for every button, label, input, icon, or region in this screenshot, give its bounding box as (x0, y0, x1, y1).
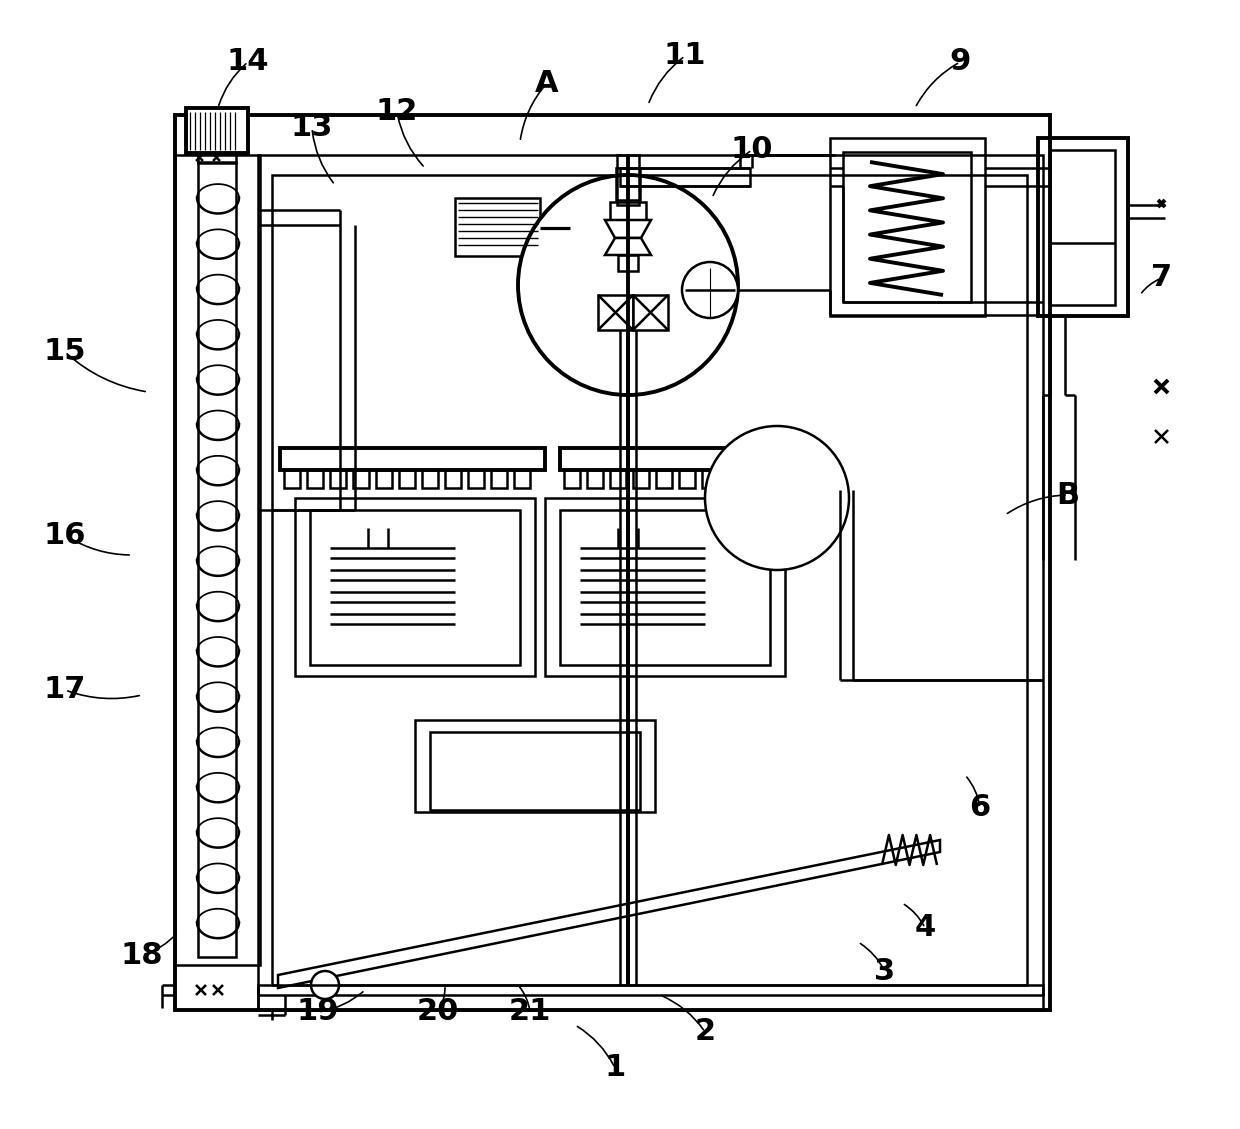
Bar (1038, 138, 1128, 316)
Text: 20: 20 (417, 998, 459, 1026)
Bar (515, 470, 529, 488)
Bar (616, 168, 640, 200)
Bar (353, 470, 370, 488)
Text: 7: 7 (1152, 263, 1173, 292)
Bar (491, 470, 507, 488)
Bar (308, 470, 322, 488)
Circle shape (518, 175, 738, 395)
Bar (186, 108, 248, 154)
Bar (794, 470, 810, 488)
Text: 12: 12 (376, 97, 418, 126)
Bar (564, 470, 580, 488)
Bar (415, 720, 655, 812)
Bar (258, 984, 1043, 1010)
Bar (632, 295, 668, 330)
Bar (422, 470, 438, 488)
Text: 6: 6 (970, 794, 991, 823)
Bar (280, 448, 546, 470)
Polygon shape (605, 220, 651, 238)
Bar (618, 255, 639, 271)
Text: 19: 19 (296, 998, 340, 1026)
Circle shape (682, 262, 738, 318)
Bar (198, 161, 236, 957)
Bar (455, 198, 539, 256)
Bar (175, 155, 260, 965)
Text: 17: 17 (43, 675, 87, 704)
Text: 15: 15 (43, 338, 87, 367)
Bar (310, 510, 520, 665)
Bar (467, 470, 484, 488)
Text: 11: 11 (663, 42, 707, 70)
Bar (702, 470, 718, 488)
Bar (399, 470, 415, 488)
Bar (843, 152, 971, 301)
Bar (175, 115, 1050, 1010)
Bar (771, 470, 787, 488)
Text: 1: 1 (604, 1053, 626, 1083)
Polygon shape (278, 840, 940, 988)
Bar (546, 498, 785, 676)
Text: 3: 3 (874, 957, 895, 987)
Bar (618, 155, 639, 205)
Text: 2: 2 (694, 1017, 715, 1047)
Text: 10: 10 (730, 135, 774, 165)
Text: 4: 4 (914, 913, 936, 943)
Bar (272, 175, 1027, 984)
Text: B: B (1056, 481, 1080, 509)
Bar (430, 732, 640, 809)
Text: 16: 16 (43, 520, 87, 550)
Polygon shape (605, 238, 651, 255)
Bar (295, 498, 534, 676)
Bar (587, 470, 603, 488)
Bar (610, 202, 646, 220)
Circle shape (706, 426, 849, 570)
Bar (656, 470, 672, 488)
Bar (725, 470, 742, 488)
Bar (445, 470, 461, 488)
Bar (1050, 150, 1115, 305)
Bar (632, 470, 649, 488)
Bar (330, 470, 346, 488)
Bar (830, 138, 985, 316)
Bar (560, 448, 825, 470)
Bar (560, 510, 770, 665)
Text: 21: 21 (508, 998, 552, 1026)
Circle shape (311, 971, 339, 999)
Bar (376, 470, 392, 488)
Bar (198, 148, 236, 163)
Text: 18: 18 (120, 940, 164, 970)
Text: 13: 13 (291, 114, 334, 142)
Bar (284, 470, 300, 488)
Bar (610, 470, 626, 488)
Bar (598, 295, 632, 330)
Bar (748, 470, 764, 488)
Text: A: A (536, 69, 559, 97)
Bar (620, 168, 750, 186)
Bar (680, 470, 694, 488)
Text: 9: 9 (950, 47, 971, 77)
Text: 14: 14 (227, 47, 269, 77)
Bar (258, 155, 1043, 995)
